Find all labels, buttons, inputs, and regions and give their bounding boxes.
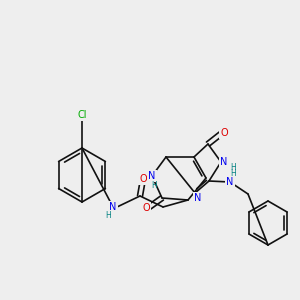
Text: H: H xyxy=(105,212,111,220)
Text: O: O xyxy=(220,128,228,138)
Text: H: H xyxy=(151,182,157,190)
Text: H: H xyxy=(230,163,236,172)
Text: N: N xyxy=(220,157,228,167)
Text: N: N xyxy=(194,193,202,203)
Text: N: N xyxy=(109,202,117,212)
Text: N: N xyxy=(226,177,234,187)
Text: H: H xyxy=(230,169,236,178)
Text: O: O xyxy=(142,203,150,213)
Text: O: O xyxy=(139,174,147,184)
Text: N: N xyxy=(148,171,156,181)
Text: Cl: Cl xyxy=(77,110,87,120)
